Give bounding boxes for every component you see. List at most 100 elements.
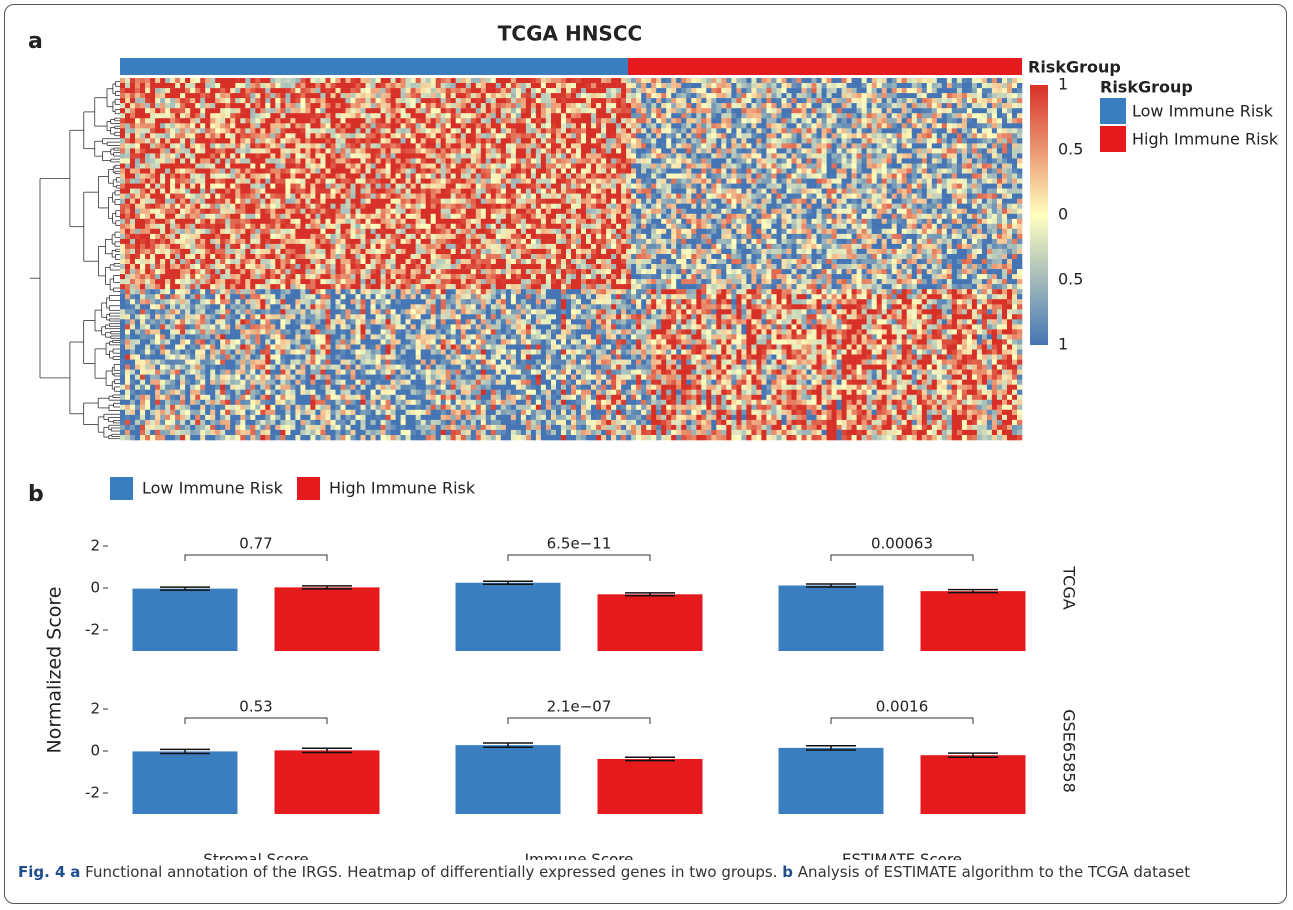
heatmap-cell (245, 188, 251, 194)
heatmap-cell (936, 108, 943, 114)
heatmap-cell (455, 193, 461, 199)
heatmap-cell (295, 168, 301, 174)
heatmap-cell (886, 98, 892, 104)
heatmap-cell (581, 138, 587, 144)
heatmap-cell (315, 78, 321, 84)
heatmap-cell (190, 93, 196, 99)
heatmap-cell (320, 93, 326, 99)
heatmap-cell (731, 168, 737, 174)
heatmap-cell (791, 118, 797, 124)
heatmap-cell (926, 133, 933, 139)
heatmap-cell (801, 113, 807, 119)
heatmap-cell (626, 193, 632, 199)
heatmap-cell (846, 163, 852, 169)
heatmap-cell (180, 143, 186, 149)
heatmap-cell (586, 133, 592, 139)
heatmap-cell (255, 203, 261, 209)
heatmap-cell (696, 213, 702, 220)
heatmap-cell (545, 83, 552, 89)
heatmap-cell (360, 113, 366, 119)
heatmap-cell (480, 193, 487, 199)
heatmap-cell (340, 93, 346, 99)
heatmap-cell (540, 98, 547, 104)
heatmap-cell (290, 198, 296, 204)
heatmap-cell (395, 153, 401, 159)
heatmap-cell (981, 128, 988, 134)
heatmap-cell (926, 173, 933, 179)
heatmap-cell (185, 173, 191, 179)
heatmap-cell (120, 123, 126, 129)
heatmap-cell (210, 213, 216, 220)
heatmap-cell (776, 113, 782, 119)
heatmap-cell (135, 168, 141, 174)
heatmap-cell (881, 163, 887, 169)
heatmap-cell (596, 118, 602, 124)
heatmap-cell (566, 193, 572, 199)
heatmap-cell (125, 198, 131, 204)
heatmap-cell (866, 118, 872, 124)
heatmap-cell (355, 138, 361, 144)
heatmap-cell (626, 163, 632, 169)
heatmap-cell (410, 98, 416, 104)
heatmap-cell (150, 113, 156, 119)
heatmap-cell (295, 198, 301, 204)
heatmap-cell (250, 158, 256, 164)
heatmap-cell (355, 128, 361, 134)
heatmap-cell (245, 98, 251, 104)
heatmap-cell (415, 83, 421, 89)
heatmap-cell (676, 143, 682, 149)
heatmap-cell (210, 173, 216, 179)
heatmap-cell (701, 193, 707, 199)
heatmap-cell (135, 93, 141, 99)
heatmap-cell (701, 153, 707, 159)
heatmap-cell (636, 183, 642, 189)
heatmap-cell (335, 133, 341, 139)
heatmap-cell (200, 198, 206, 204)
heatmap-cell (996, 103, 1003, 109)
heatmap-cell (535, 148, 542, 154)
heatmap-cell (611, 213, 617, 220)
heatmap-cell (475, 178, 482, 184)
heatmap-cell (896, 148, 902, 154)
heatmap-cell (500, 143, 507, 149)
heatmap-cell (405, 138, 411, 144)
heatmap-cell (480, 148, 487, 154)
heatmap-cell (240, 123, 246, 129)
heatmap-cell (921, 173, 928, 179)
heatmap-cell (125, 123, 131, 129)
heatmap-cell (831, 78, 837, 84)
heatmap-cell (370, 153, 376, 159)
heatmap-cell (696, 163, 702, 169)
heatmap-cell (460, 133, 467, 139)
heatmap-cell (170, 138, 176, 144)
heatmap-cell (175, 188, 181, 194)
heatmap-cell (265, 133, 271, 139)
heatmap-cell (966, 203, 973, 209)
heatmap-cell (601, 113, 607, 119)
heatmap-cell (215, 183, 221, 189)
heatmap-cell (405, 83, 411, 89)
heatmap-cell (851, 148, 857, 154)
heatmap-cell (470, 193, 477, 199)
heatmap-cell (691, 198, 697, 204)
heatmap-cell (676, 103, 682, 109)
heatmap-cell (505, 133, 512, 139)
heatmap-cell (926, 193, 933, 199)
heatmap-cell (781, 188, 787, 194)
heatmap-cell (390, 148, 396, 154)
heatmap-cell (956, 88, 963, 94)
heatmap-cell (571, 103, 577, 109)
heatmap-cell (390, 138, 396, 144)
heatmap-cell (420, 168, 426, 174)
heatmap-cell (145, 178, 151, 184)
heatmap-cell (786, 183, 792, 189)
heatmap-cell (380, 103, 386, 109)
heatmap-cell (691, 158, 697, 164)
heatmap-cell (405, 178, 411, 184)
heatmap-cell (520, 88, 527, 94)
heatmap-cell (831, 158, 837, 164)
heatmap-cell (996, 118, 1003, 124)
heatmap-cell (530, 203, 537, 209)
heatmap-cell (781, 173, 787, 179)
heatmap-cell (175, 108, 181, 114)
